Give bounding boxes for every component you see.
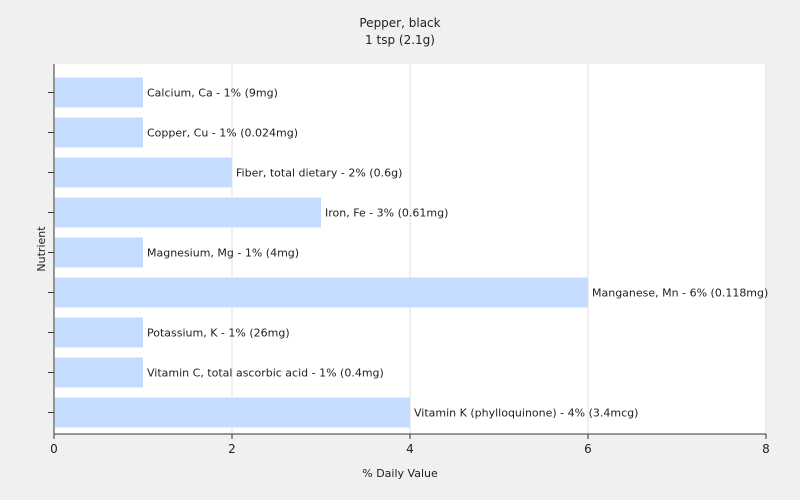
bar (55, 157, 232, 188)
bar-label: Calcium, Ca - 1% (9mg) (147, 87, 278, 100)
bar (55, 237, 143, 268)
bar (55, 197, 321, 228)
bar-label: Manganese, Mn - 6% (0.118mg) (592, 287, 768, 300)
grid (231, 64, 767, 434)
x-axis-title: % Daily Value (362, 467, 438, 480)
chart-subtitle: 1 tsp (2.1g) (365, 33, 435, 47)
bar (55, 277, 588, 308)
bar (55, 317, 143, 348)
bar (55, 397, 410, 428)
bar (55, 117, 143, 148)
x-tick-label: 6 (584, 442, 592, 456)
x-tick-label: 4 (406, 442, 414, 456)
bar-label: Magnesium, Mg - 1% (4mg) (147, 247, 299, 260)
bar (55, 77, 143, 108)
bars: Calcium, Ca - 1% (9mg) Copper, Cu - 1% (0… (55, 77, 768, 428)
bar-label: Fiber, total dietary - 2% (0.6g) (236, 167, 402, 180)
bar-label: Vitamin K (phylloquinone) - 4% (3.4mcg) (414, 407, 638, 420)
x-tick-label: 2 (228, 442, 236, 456)
chart-title: Pepper, black (359, 16, 440, 30)
y-axis-title: Nutrient (35, 226, 48, 272)
axes: 0 2 4 6 8 (48, 64, 770, 456)
bar-label: Vitamin C, total ascorbic acid - 1% (0.4… (147, 367, 384, 380)
x-tick-label: 8 (762, 442, 770, 456)
x-tick-label: 0 (50, 442, 58, 456)
bar-label: Iron, Fe - 3% (0.61mg) (325, 207, 448, 220)
bar-label: Potassium, K - 1% (26mg) (147, 327, 290, 340)
bar (55, 357, 143, 388)
bar-label: Copper, Cu - 1% (0.024mg) (147, 127, 298, 140)
